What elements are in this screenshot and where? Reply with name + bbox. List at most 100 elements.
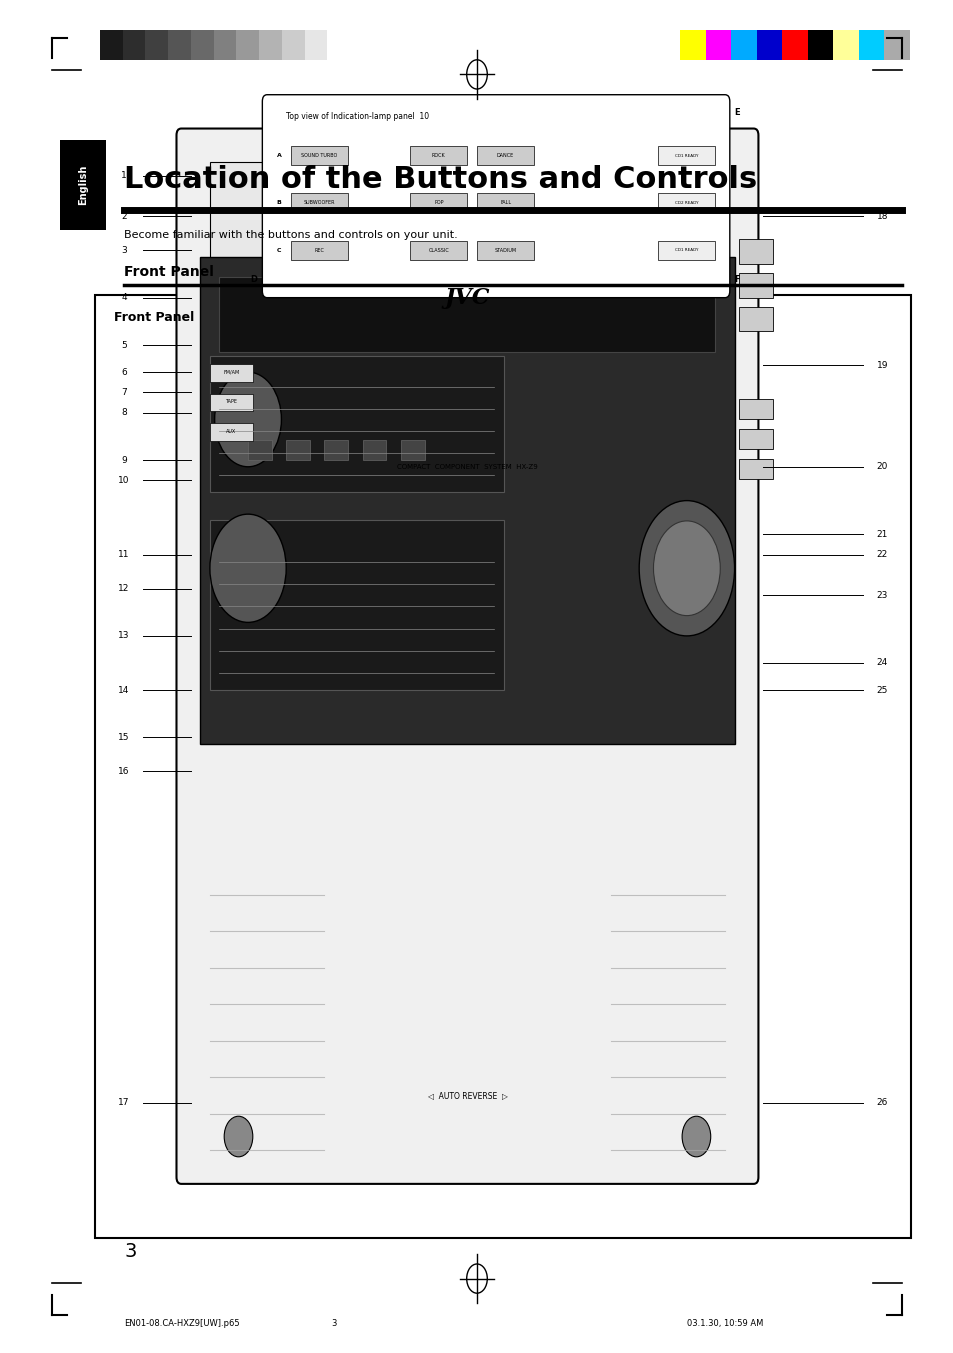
Text: JVC: JVC <box>444 287 490 308</box>
Text: AUX: AUX <box>226 429 236 434</box>
Text: 3: 3 <box>121 246 127 254</box>
Text: 22: 22 <box>876 551 887 559</box>
Bar <box>658 146 715 165</box>
Text: 03.1.30, 10:59 AM: 03.1.30, 10:59 AM <box>686 1319 762 1327</box>
Text: DANCE: DANCE <box>497 153 514 158</box>
Bar <box>123 30 145 60</box>
Bar <box>705 30 730 60</box>
Bar <box>324 440 348 460</box>
Bar <box>679 30 705 60</box>
Text: A: A <box>276 153 281 158</box>
Bar <box>327 30 350 60</box>
Bar <box>100 30 123 60</box>
Text: REC: REC <box>314 248 324 253</box>
Bar <box>730 30 756 60</box>
Text: 20: 20 <box>876 463 887 471</box>
Text: SOUND TURBO: SOUND TURBO <box>301 153 337 158</box>
Text: EN01-08.CA-HXZ9[UW].p65: EN01-08.CA-HXZ9[UW].p65 <box>124 1319 239 1327</box>
Bar <box>304 30 327 60</box>
Circle shape <box>224 1116 253 1157</box>
Bar <box>658 241 715 260</box>
Bar <box>95 295 910 1238</box>
Bar <box>781 30 807 60</box>
Bar <box>248 440 272 460</box>
Bar <box>807 30 833 60</box>
Text: 24: 24 <box>876 659 887 667</box>
Bar <box>291 193 348 212</box>
Text: ◁  AUTO REVERSE  ▷: ◁ AUTO REVERSE ▷ <box>427 1092 507 1100</box>
Text: F: F <box>734 275 740 284</box>
Text: STADIUM: STADIUM <box>494 248 517 253</box>
Text: 13: 13 <box>118 632 130 640</box>
Bar <box>210 364 253 382</box>
Bar <box>739 239 772 264</box>
Text: CD1 READY: CD1 READY <box>675 249 698 252</box>
Bar <box>259 30 281 60</box>
Text: 10: 10 <box>118 476 130 484</box>
Text: 18: 18 <box>876 212 887 221</box>
Circle shape <box>210 514 286 622</box>
Bar <box>191 30 213 60</box>
Bar <box>410 146 467 165</box>
Bar <box>210 423 253 441</box>
Text: Top view of Indication-lamp panel  10: Top view of Indication-lamp panel 10 <box>286 112 429 122</box>
Text: FALL: FALL <box>499 200 511 206</box>
Bar <box>858 30 883 60</box>
Text: E: E <box>734 108 740 118</box>
Text: CD2 READY: CD2 READY <box>675 202 698 204</box>
Text: D: D <box>251 275 257 284</box>
Text: C: C <box>276 248 281 253</box>
Bar <box>410 241 467 260</box>
Bar <box>291 241 348 260</box>
Text: 3: 3 <box>331 1319 336 1327</box>
Text: Location of the Buttons and Controls: Location of the Buttons and Controls <box>124 165 757 193</box>
Bar <box>362 440 386 460</box>
Bar <box>833 30 858 60</box>
Text: 6: 6 <box>121 368 127 376</box>
Text: 21: 21 <box>876 530 887 538</box>
Text: SUBWOOFER: SUBWOOFER <box>303 200 335 206</box>
Text: POP: POP <box>434 200 443 206</box>
Text: 26: 26 <box>876 1099 887 1107</box>
Bar <box>291 146 348 165</box>
Bar <box>219 277 715 352</box>
Text: 4: 4 <box>121 294 127 302</box>
Text: 23: 23 <box>876 591 887 599</box>
Text: 8: 8 <box>121 409 127 417</box>
Text: 3: 3 <box>124 1242 136 1261</box>
Text: 5: 5 <box>121 341 127 349</box>
Bar <box>883 30 909 60</box>
Text: CD1 READY: CD1 READY <box>675 154 698 157</box>
Bar <box>210 520 503 690</box>
Bar <box>739 459 772 479</box>
Text: FM/AM: FM/AM <box>223 369 239 375</box>
Bar <box>476 146 534 165</box>
Bar <box>739 399 772 419</box>
Bar <box>410 193 467 212</box>
Text: Front Panel: Front Panel <box>114 311 194 325</box>
Bar <box>400 440 424 460</box>
Bar <box>145 30 168 60</box>
Bar <box>476 241 534 260</box>
Text: ROCK: ROCK <box>432 153 445 158</box>
Bar <box>168 30 191 60</box>
Bar <box>739 429 772 449</box>
Text: 17: 17 <box>118 1099 130 1107</box>
Circle shape <box>639 501 734 636</box>
Text: COMPACT  COMPONENT  SYSTEM  HX-Z9: COMPACT COMPONENT SYSTEM HX-Z9 <box>396 464 537 469</box>
Text: TAPE: TAPE <box>225 399 237 405</box>
Text: Front Panel: Front Panel <box>124 265 213 279</box>
Circle shape <box>653 521 720 616</box>
Text: CLASSIC: CLASSIC <box>428 248 449 253</box>
Text: 25: 25 <box>876 686 887 694</box>
FancyBboxPatch shape <box>176 129 758 1184</box>
Text: 15: 15 <box>118 733 130 741</box>
Bar <box>739 273 772 298</box>
Text: B: B <box>276 200 281 206</box>
Bar <box>476 193 534 212</box>
Text: 14: 14 <box>118 686 130 694</box>
Bar <box>60 139 106 230</box>
Text: Become familiar with the buttons and controls on your unit.: Become familiar with the buttons and con… <box>124 230 457 239</box>
Text: 12: 12 <box>118 584 130 593</box>
Text: 16: 16 <box>118 767 130 775</box>
